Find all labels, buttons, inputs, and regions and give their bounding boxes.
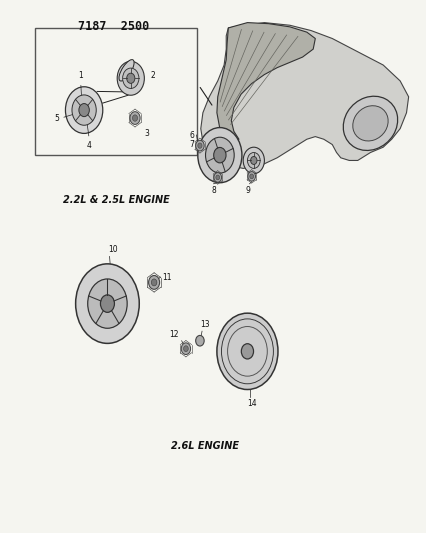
Text: 9: 9 (245, 186, 249, 195)
Circle shape (87, 279, 127, 328)
Circle shape (65, 87, 103, 133)
Circle shape (181, 343, 190, 354)
Ellipse shape (352, 106, 387, 141)
Polygon shape (200, 22, 408, 168)
Circle shape (195, 140, 204, 151)
Circle shape (213, 148, 225, 163)
Text: 2: 2 (150, 71, 155, 80)
Circle shape (197, 143, 201, 148)
Circle shape (127, 73, 135, 83)
Bar (35, 28, 196, 155)
Text: 8: 8 (210, 186, 216, 195)
Text: 6: 6 (189, 131, 194, 140)
Circle shape (243, 147, 264, 174)
Polygon shape (216, 22, 314, 144)
Circle shape (221, 319, 273, 384)
Circle shape (183, 346, 188, 352)
Text: 2.2L & 2.5L ENGINE: 2.2L & 2.5L ENGINE (62, 195, 169, 205)
Circle shape (148, 276, 159, 289)
Circle shape (247, 152, 259, 168)
Circle shape (197, 127, 242, 183)
Circle shape (72, 95, 96, 125)
Circle shape (130, 112, 140, 124)
Circle shape (215, 175, 219, 180)
Text: 14: 14 (246, 399, 256, 408)
Circle shape (100, 295, 114, 312)
Text: 2.6L ENGINE: 2.6L ENGINE (171, 441, 239, 451)
Circle shape (216, 313, 277, 390)
Circle shape (241, 344, 253, 359)
Text: 1: 1 (78, 71, 83, 80)
Ellipse shape (343, 96, 397, 150)
Circle shape (132, 115, 137, 121)
Circle shape (205, 137, 233, 173)
Circle shape (250, 157, 256, 165)
Circle shape (151, 279, 156, 286)
Text: 5: 5 (54, 114, 59, 123)
Text: 3: 3 (144, 128, 149, 138)
Circle shape (122, 68, 138, 88)
Circle shape (75, 264, 139, 343)
Text: 11: 11 (161, 272, 171, 281)
Ellipse shape (119, 60, 134, 81)
Text: 13: 13 (200, 320, 209, 329)
Circle shape (117, 61, 144, 95)
Text: 7: 7 (189, 140, 194, 149)
Text: 10: 10 (107, 245, 117, 254)
Circle shape (195, 335, 204, 346)
Circle shape (249, 174, 253, 179)
Text: 12: 12 (168, 330, 178, 339)
Text: 4: 4 (86, 141, 92, 150)
Text: 7187  2500: 7187 2500 (78, 20, 149, 33)
Circle shape (79, 103, 89, 117)
Circle shape (213, 173, 221, 182)
Circle shape (247, 172, 255, 181)
